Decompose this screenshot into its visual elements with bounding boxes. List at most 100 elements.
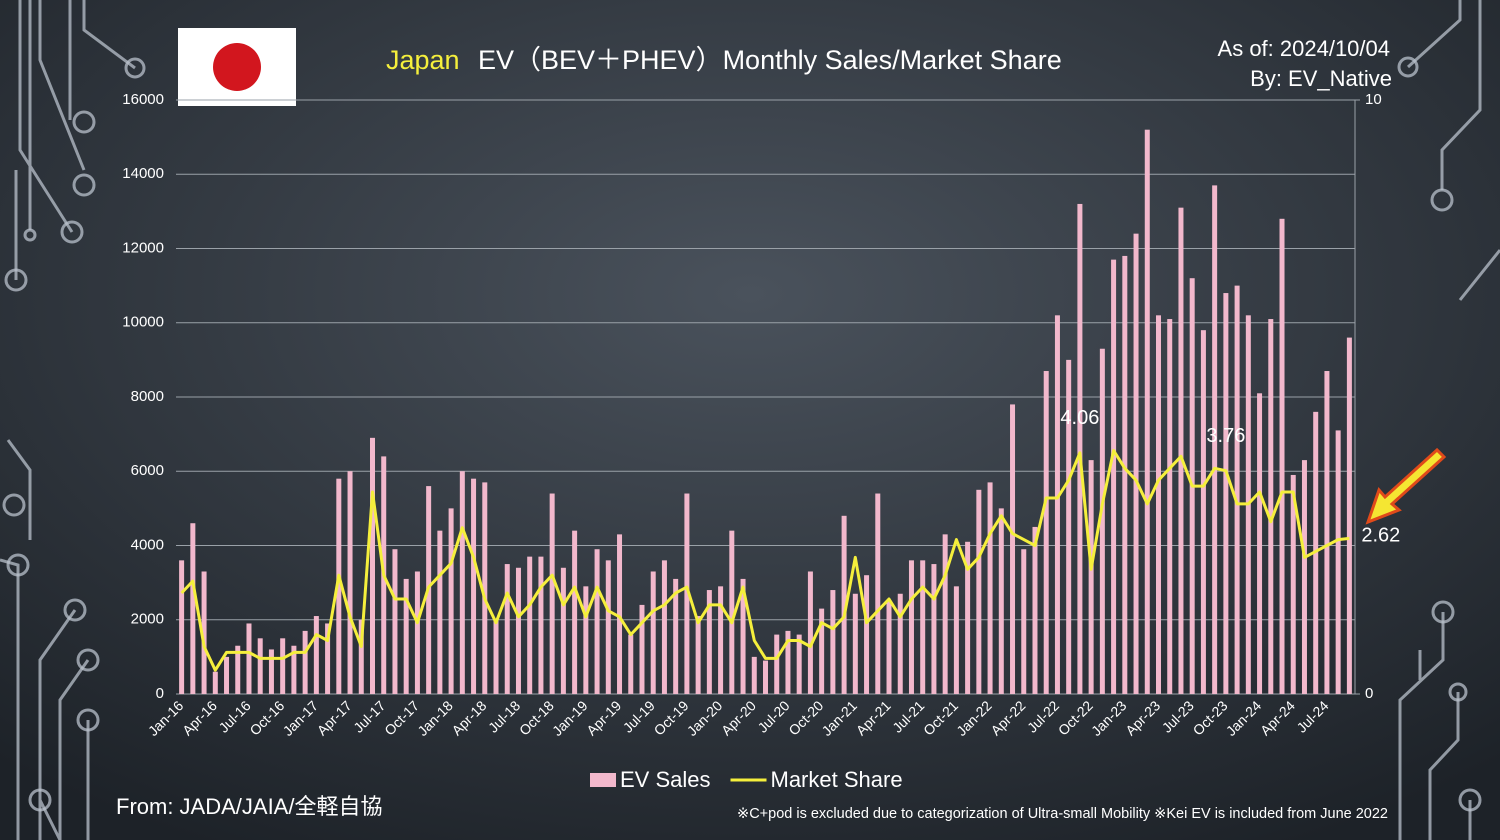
bar [931, 564, 937, 694]
bar [819, 608, 825, 694]
bar [774, 634, 780, 694]
as-of: As of: 2024/10/04 [1218, 36, 1390, 61]
author: By: EV_Native [1250, 66, 1392, 91]
bar [908, 560, 914, 694]
footnote: ※C+pod is excluded due to categorization… [737, 806, 1388, 822]
bar [414, 571, 420, 694]
bar [212, 671, 218, 694]
bar [1032, 526, 1038, 694]
bar [1156, 315, 1161, 694]
legend-label: Market Share [771, 767, 903, 792]
bar [1279, 218, 1285, 695]
bar [796, 634, 802, 694]
bar [1178, 207, 1184, 694]
bar [493, 619, 499, 694]
bar [841, 515, 847, 694]
legend-label: EV Sales [620, 767, 711, 792]
bar [751, 656, 757, 694]
bar [718, 586, 724, 694]
bar [515, 567, 521, 694]
bar [830, 590, 836, 694]
bar [976, 489, 982, 694]
y-tick-label: 0 [156, 685, 164, 702]
data-label: 3.76 [1206, 425, 1245, 447]
y-tick-label: 16000 [122, 91, 164, 108]
arrow-icon [1365, 447, 1447, 525]
bar [1144, 129, 1150, 694]
bar [527, 556, 533, 694]
bar [235, 645, 241, 694]
y-tick-label: 6000 [131, 462, 164, 479]
bar [437, 530, 443, 694]
bar [336, 478, 342, 694]
bar [1234, 285, 1240, 694]
bar [224, 656, 230, 694]
bar [560, 567, 566, 694]
bar [987, 482, 993, 694]
bar [403, 578, 409, 694]
bar [1290, 474, 1296, 694]
bar [1111, 259, 1117, 694]
bar [1335, 430, 1341, 694]
bar [1010, 404, 1016, 694]
bar [549, 493, 555, 694]
bar [740, 578, 746, 694]
bar [763, 660, 768, 694]
bar [302, 630, 308, 694]
bar [459, 471, 465, 694]
bar [280, 638, 286, 694]
bar [617, 534, 623, 694]
bar [639, 604, 645, 694]
source: From: JADA/JAIA/全軽自協 [116, 794, 382, 819]
legend-swatch [590, 773, 616, 787]
data-label: 2.62 [1361, 525, 1400, 547]
bar [179, 560, 185, 694]
bar [370, 437, 375, 694]
y-tick-label: 8000 [131, 388, 164, 405]
bar [358, 619, 364, 694]
bar [684, 493, 690, 694]
y-tick-label: 4000 [131, 536, 164, 553]
bar [998, 508, 1004, 694]
bar [661, 560, 667, 694]
bar [706, 590, 712, 694]
bar [594, 549, 600, 694]
bar [1324, 371, 1330, 694]
bar [201, 571, 207, 694]
bar [538, 556, 544, 694]
bar [1257, 393, 1263, 694]
bar [190, 523, 196, 694]
y-tick-label: 14000 [122, 165, 164, 182]
bar [875, 493, 881, 694]
bar [1054, 315, 1060, 694]
bar [1200, 330, 1206, 694]
bar [965, 541, 971, 694]
japan-flag [178, 28, 296, 106]
bar [852, 593, 858, 694]
title-highlight: Japan [386, 45, 460, 75]
y2-tick-label: 0 [1365, 685, 1373, 702]
bar [325, 623, 331, 694]
bar [291, 645, 297, 694]
bar [1268, 319, 1274, 694]
bar [729, 530, 735, 694]
y-tick-label: 10000 [122, 314, 164, 331]
bar [246, 623, 252, 694]
data-label: 4.06 [1060, 407, 1099, 429]
bar [347, 471, 353, 694]
bar [920, 560, 926, 694]
bar [1066, 359, 1072, 694]
bar [471, 478, 477, 694]
y2-tick-label: 10 [1365, 91, 1382, 108]
bar [1021, 549, 1027, 694]
bar [1088, 460, 1094, 694]
bar [942, 534, 948, 694]
bar [1223, 293, 1229, 694]
bar [1043, 371, 1049, 694]
bar [1212, 185, 1218, 694]
line [180, 449, 1350, 672]
y-tick-label: 2000 [131, 611, 164, 628]
bar [583, 586, 589, 694]
bar [1301, 460, 1307, 694]
